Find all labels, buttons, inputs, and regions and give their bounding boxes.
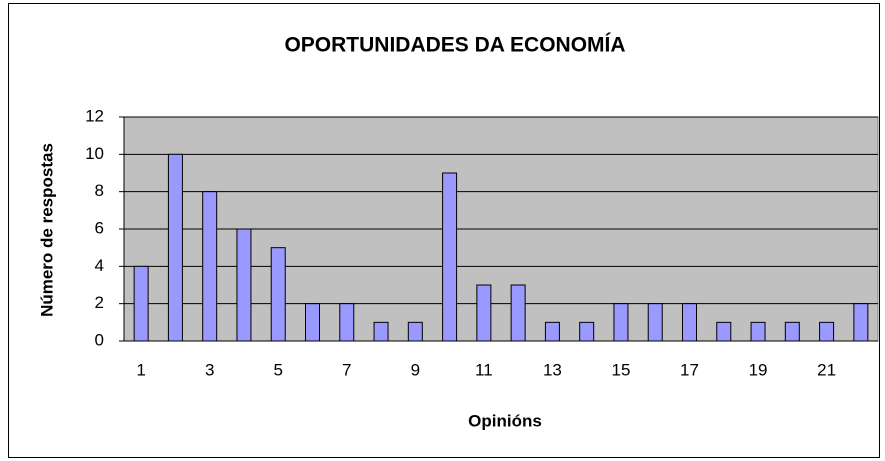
x-tick-label: 9 bbox=[411, 360, 420, 379]
bar bbox=[305, 303, 320, 342]
y-axis-title: Número de respostas bbox=[37, 143, 56, 317]
bar bbox=[750, 321, 766, 342]
x-axis-title: Opinións bbox=[468, 411, 542, 430]
bar bbox=[339, 303, 355, 342]
x-tick-label: 5 bbox=[273, 360, 282, 379]
bar bbox=[202, 191, 218, 342]
bar bbox=[784, 321, 800, 342]
x-tick-label: 17 bbox=[680, 360, 699, 379]
bar bbox=[442, 172, 458, 342]
bar bbox=[476, 284, 492, 342]
bar bbox=[682, 303, 697, 342]
bar bbox=[544, 321, 560, 342]
x-tick-label: 11 bbox=[475, 360, 493, 379]
bar bbox=[510, 284, 526, 342]
y-tick-label: 12 bbox=[85, 106, 104, 125]
chart-title: OPORTUNIDADES DA ECONOMÍA bbox=[284, 34, 625, 57]
x-tick-label: 13 bbox=[543, 360, 562, 379]
y-tick-label: 0 bbox=[95, 330, 104, 349]
x-tick-label: 21 bbox=[817, 360, 836, 379]
x-tick-label: 19 bbox=[749, 360, 768, 379]
bar bbox=[133, 265, 149, 342]
y-tick-label: 10 bbox=[85, 144, 104, 163]
x-tick-label: 15 bbox=[611, 360, 630, 379]
bar bbox=[167, 153, 183, 342]
bar bbox=[407, 321, 423, 342]
bar bbox=[270, 247, 286, 342]
y-tick-label: 6 bbox=[95, 218, 104, 237]
x-tick-label: 3 bbox=[205, 360, 214, 379]
bar bbox=[236, 228, 252, 342]
x-tick-label: 1 bbox=[136, 360, 145, 379]
bar bbox=[613, 303, 629, 342]
y-tick-label: 4 bbox=[95, 256, 104, 275]
bar bbox=[373, 321, 389, 342]
bar bbox=[647, 303, 663, 342]
y-tick-label: 2 bbox=[95, 293, 104, 312]
bar bbox=[716, 321, 732, 342]
x-tick-label: 7 bbox=[342, 360, 351, 379]
y-tick-label: 8 bbox=[95, 181, 104, 200]
bar bbox=[579, 321, 595, 342]
bar bbox=[853, 303, 869, 342]
bar bbox=[819, 321, 835, 342]
